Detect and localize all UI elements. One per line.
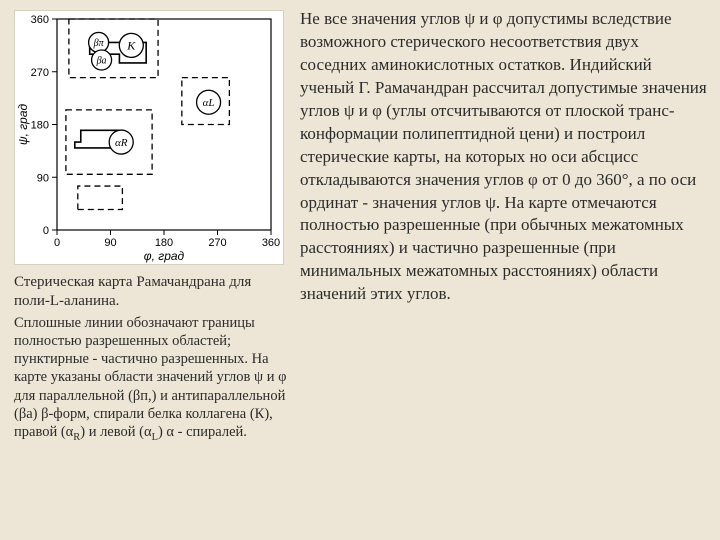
figure-legend: Сплошные линии обозначают границы полнос…: [14, 314, 288, 444]
svg-text:360: 360: [31, 14, 49, 26]
svg-text:0: 0: [43, 225, 49, 237]
svg-text:αL: αL: [203, 97, 215, 109]
page: 0 90 180 270 360 0 90 180 270 360 φ, град ψ, град βπ…: [0, 0, 720, 540]
svg-text:90: 90: [37, 172, 49, 184]
svg-text:ψ, град: ψ, град: [16, 103, 30, 145]
figure-block: 0 90 180 270 360 0 90 180 270 360 φ, град ψ, град βπ…: [14, 10, 284, 311]
svg-text:360: 360: [262, 237, 280, 249]
svg-text:φ, град: φ, град: [144, 249, 185, 263]
svg-text:βπ: βπ: [93, 38, 105, 49]
svg-text:180: 180: [155, 237, 173, 249]
svg-text:K: K: [126, 39, 136, 53]
svg-text:αR: αR: [115, 137, 128, 149]
svg-text:180: 180: [31, 120, 49, 132]
svg-text:βa: βa: [96, 56, 107, 67]
svg-text:90: 90: [104, 237, 116, 249]
body-text: Не все значения углов ψ и φ допустимы вс…: [300, 8, 708, 306]
svg-text:0: 0: [54, 237, 60, 249]
figure-caption: Стерическая карта Рамачандрана для поли-…: [14, 273, 284, 311]
svg-text:270: 270: [31, 67, 49, 79]
svg-text:270: 270: [208, 237, 226, 249]
ramachandran-plot: 0 90 180 270 360 0 90 180 270 360 φ, град ψ, град βπ…: [14, 10, 284, 265]
